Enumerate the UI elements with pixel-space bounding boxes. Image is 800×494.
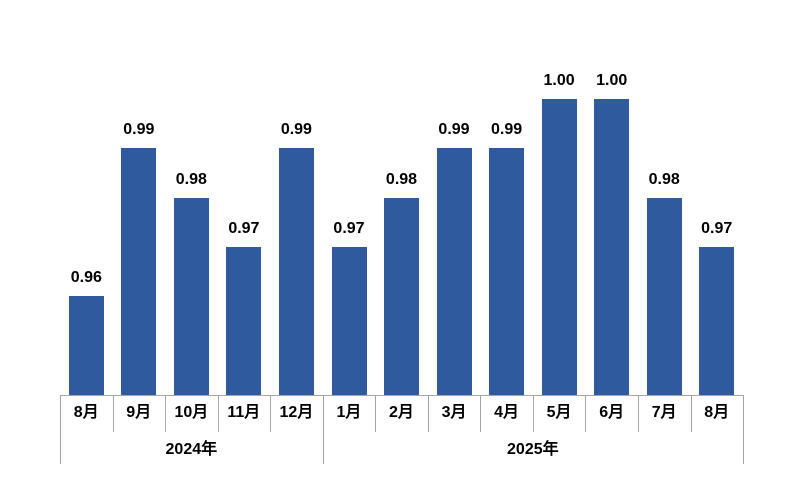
month-tick bbox=[532, 395, 534, 432]
bar bbox=[699, 247, 735, 395]
bar bbox=[278, 148, 314, 395]
month-tick bbox=[270, 395, 272, 432]
x-axis-month-label: 2月 bbox=[388, 404, 414, 421]
bar bbox=[646, 198, 682, 395]
bar bbox=[68, 296, 104, 395]
month-tick bbox=[165, 395, 167, 432]
x-axis-year-label: 2025年 bbox=[507, 441, 559, 458]
bar-value-label: 0.96 bbox=[70, 269, 102, 286]
bar-value-label: 1.00 bbox=[543, 72, 575, 89]
bar-value-label: 0.99 bbox=[280, 121, 312, 138]
x-axis-month-label: 9月 bbox=[126, 404, 152, 421]
bar bbox=[331, 247, 367, 395]
bar-value-label: 0.98 bbox=[648, 171, 680, 188]
x-axis-month-label: 7月 bbox=[651, 404, 677, 421]
x-axis-month-label: 8月 bbox=[704, 404, 730, 421]
month-tick bbox=[690, 395, 692, 432]
month-tick bbox=[217, 395, 219, 432]
bar bbox=[489, 148, 525, 395]
x-axis-year-label: 2024年 bbox=[165, 441, 218, 458]
bar bbox=[436, 148, 472, 395]
bar bbox=[541, 99, 577, 395]
month-tick bbox=[375, 395, 377, 432]
group-divider-line bbox=[60, 395, 61, 464]
month-tick bbox=[637, 395, 639, 432]
bar-value-label: 0.97 bbox=[228, 220, 260, 237]
bar bbox=[594, 99, 630, 395]
bar-value-label: 0.99 bbox=[123, 121, 155, 138]
bar-value-label: 0.97 bbox=[701, 220, 733, 237]
x-axis-month-label: 3月 bbox=[441, 404, 467, 421]
bar bbox=[173, 198, 209, 395]
bar-value-label: 0.99 bbox=[438, 121, 470, 138]
group-divider-line bbox=[322, 395, 324, 464]
bar bbox=[384, 198, 419, 395]
month-tick bbox=[480, 395, 482, 432]
month-tick bbox=[112, 395, 114, 432]
x-axis-line bbox=[60, 395, 743, 396]
bar-value-label: 0.98 bbox=[175, 171, 207, 188]
group-divider-line bbox=[743, 395, 744, 464]
x-axis-month-label: 4月 bbox=[494, 404, 519, 421]
x-axis-month-label: 12月 bbox=[279, 404, 314, 421]
x-axis-month-label: 5月 bbox=[546, 404, 572, 421]
bar bbox=[121, 148, 157, 395]
bar-value-label: 0.98 bbox=[385, 171, 418, 188]
x-axis-month-label: 6月 bbox=[599, 404, 625, 421]
bar-value-label: 1.00 bbox=[596, 72, 628, 89]
month-tick bbox=[427, 395, 429, 432]
x-axis-month-label: 1月 bbox=[336, 404, 362, 421]
bar-value-label: 0.97 bbox=[333, 220, 365, 237]
x-axis-month-label: 11月 bbox=[227, 404, 261, 421]
bar-value-label: 0.99 bbox=[491, 121, 523, 138]
bar bbox=[226, 247, 262, 395]
month-tick bbox=[585, 395, 587, 432]
x-axis-month-label: 10月 bbox=[174, 404, 209, 421]
x-axis-month-label: 8月 bbox=[73, 404, 99, 421]
